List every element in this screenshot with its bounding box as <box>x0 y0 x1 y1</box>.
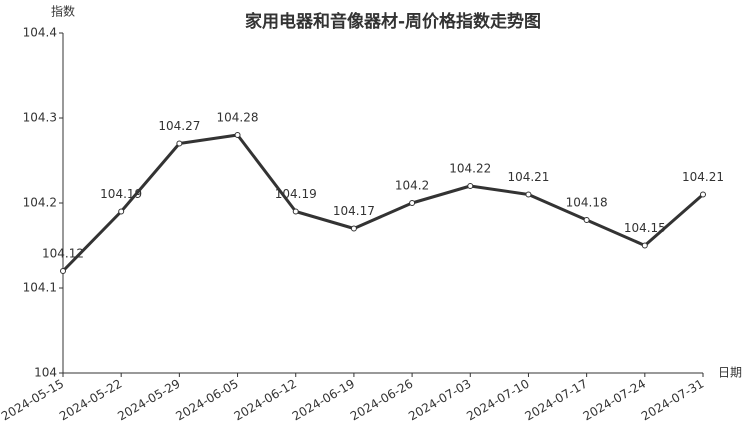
data-label: 104.28 <box>217 111 259 125</box>
data-label: 104.22 <box>449 162 491 176</box>
data-label: 104.21 <box>507 170 549 184</box>
data-label: 104.17 <box>333 204 375 218</box>
data-point <box>409 200 416 206</box>
x-tick-label: 2024-06-26 <box>348 377 415 424</box>
y-tick-label: 104.4 <box>23 26 57 40</box>
x-tick-label: 2024-07-03 <box>406 377 473 424</box>
x-tick-label: 2024-07-31 <box>639 377 706 424</box>
data-point <box>118 208 125 215</box>
x-tick-label: 2024-06-19 <box>290 377 357 424</box>
x-tick-label: 2024-07-17 <box>522 377 589 424</box>
data-label: 104.12 <box>42 247 84 261</box>
data-label: 104.21 <box>682 170 724 184</box>
x-tick-label: 2024-07-10 <box>464 377 531 424</box>
y-tick-label: 104.2 <box>23 196 57 210</box>
x-tick-label: 2024-06-12 <box>232 377 299 424</box>
data-point <box>467 183 474 189</box>
data-point <box>292 208 299 215</box>
data-point <box>641 242 648 249</box>
series-line <box>61 133 704 273</box>
data-label: 104.18 <box>566 196 608 210</box>
x-tick-label: 2024-05-15 <box>0 377 66 424</box>
chart-title: 家用电器和音像器材-周价格指数走势图 <box>245 11 541 32</box>
data-label: 104.19 <box>100 187 142 201</box>
data-label: 104.2 <box>395 179 429 193</box>
y-tick-label: 104.3 <box>23 111 57 125</box>
x-axis-label: 日期 <box>718 366 742 380</box>
x-tick-label: 2024-05-29 <box>115 377 182 424</box>
data-point <box>525 191 532 198</box>
x-tick-label: 2024-07-24 <box>581 377 648 424</box>
data-point <box>176 140 183 147</box>
y-tick-label: 104.1 <box>23 281 57 295</box>
data-point <box>234 132 241 138</box>
data-point <box>60 268 66 274</box>
data-point <box>350 225 357 232</box>
y-tick-label: 104 <box>34 366 57 380</box>
x-tick-label: 2024-05-22 <box>57 377 124 424</box>
x-tick-label: 2024-06-05 <box>173 377 240 424</box>
data-label: 104.19 <box>275 187 317 201</box>
y-axis-label: 指数 <box>51 4 75 19</box>
data-label: 104.15 <box>624 221 666 235</box>
data-point <box>700 191 706 198</box>
data-label: 104.27 <box>158 119 200 133</box>
data-point <box>583 217 590 223</box>
